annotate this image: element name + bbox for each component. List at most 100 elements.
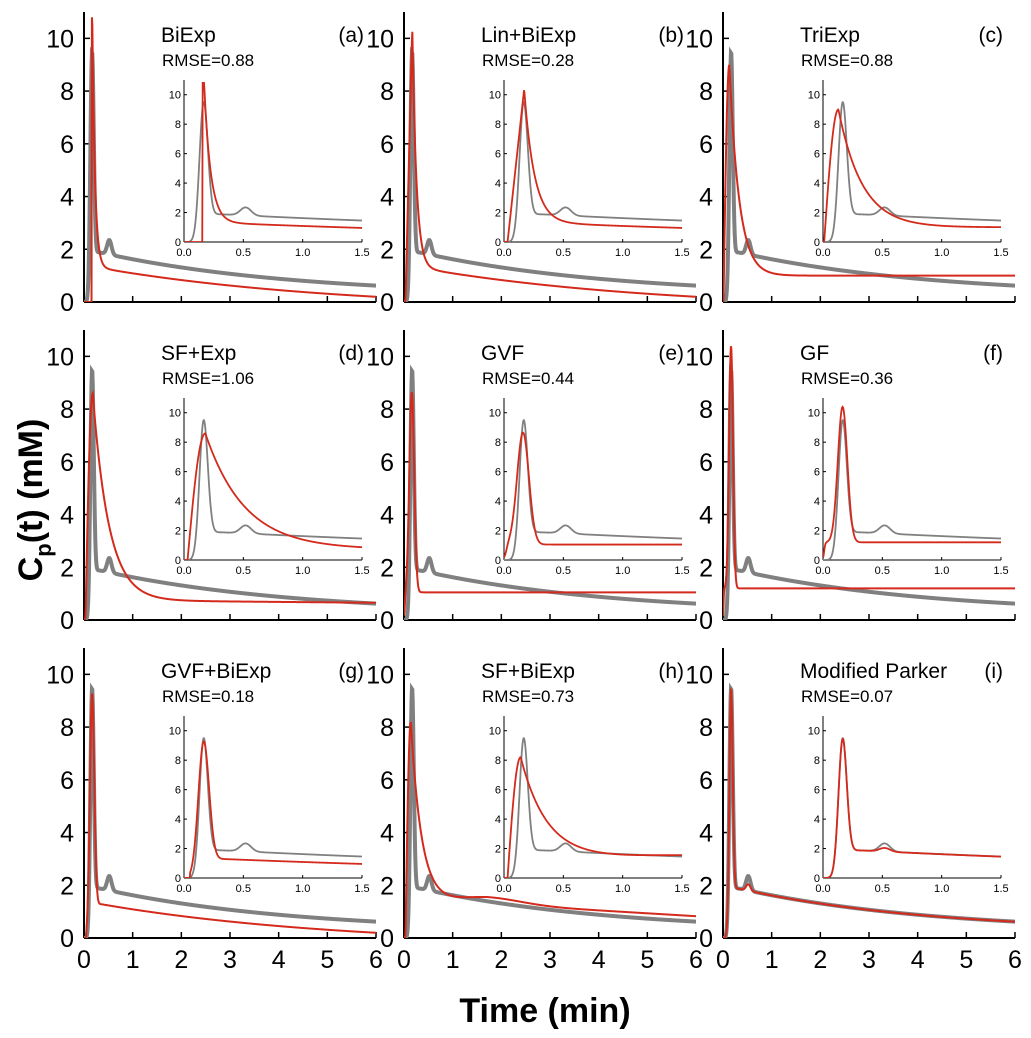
y-tick-label: 6	[380, 131, 394, 159]
inset-x-tick-label: 1.5	[354, 247, 369, 259]
panel-f: 0 2 4 6 8 10 GF RMSE=0.36 (f) 0 2 4 6 8 10 0.0 0.5 1.0 1.5	[685, 330, 1016, 635]
x-tick-label: 1	[765, 946, 779, 974]
inset-plot: 0 2 4 6 8 10 0.0 0.5 1.0 1.5	[808, 716, 1009, 895]
inset-y-tick-label: 8	[175, 755, 181, 767]
panel-a: 0 2 4 6 8 10 BiExp RMSE=0.88 (a) 0 2 4 6 8 10 0.0 0.5 1.0…	[46, 12, 377, 317]
inset-measured-line	[823, 737, 1001, 878]
x-tick-label: 5	[640, 946, 654, 974]
inset-y-tick-label: 8	[814, 119, 820, 131]
panel-title: Modified Parker	[800, 660, 947, 683]
inset-measured-line	[184, 737, 362, 878]
x-tick-label: 2	[174, 946, 188, 974]
inset-x-tick-label: 0.0	[815, 565, 830, 577]
panel-d: 0 2 4 6 8 10 SF+Exp RMSE=1.06 (d) 0 2 4 6 8 10 0.0 0.5 1.…	[46, 330, 377, 635]
y-tick-label: 2	[380, 554, 394, 582]
y-tick-label: 0	[380, 925, 394, 953]
panel-i: 0 2 4 6 8 10 0 1 2 3 4 5 6 Modified Parker RMSE=0.07 (i…	[685, 648, 1022, 974]
x-tick-label: 0	[716, 946, 730, 974]
measured-series-line	[723, 46, 1015, 302]
inset-y-tick-label: 0	[814, 237, 820, 249]
y-tick-label: 4	[699, 184, 713, 212]
panel-rmse: RMSE=0.36	[801, 369, 893, 388]
y-tick-label: 10	[685, 343, 713, 371]
inset-y-tick-label: 8	[175, 119, 181, 131]
inset-fit-line	[823, 737, 1001, 878]
panel-rmse: RMSE=0.44	[482, 369, 574, 388]
y-tick-label: 4	[380, 184, 394, 212]
inset-y-tick-label: 2	[814, 208, 820, 220]
y-tick-label: 4	[699, 502, 713, 530]
inset-y-tick-label: 6	[495, 149, 501, 161]
inset-y-tick-label: 10	[489, 90, 501, 102]
y-tick-label: 2	[380, 236, 394, 264]
y-tick-label: 0	[60, 925, 74, 953]
y-tick-label: 10	[685, 661, 713, 689]
inset-x-tick-label: 0.0	[496, 565, 511, 577]
measured-series-line	[84, 364, 376, 620]
inset-plot: 0 2 4 6 8 10 0.0 0.5 1.0 1.5	[169, 80, 370, 259]
x-tick-label: 2	[494, 946, 508, 974]
fit-series-line	[723, 64, 1015, 302]
x-tick-label: 1	[126, 946, 140, 974]
inset-x-tick-label: 1.0	[295, 883, 310, 895]
inset-y-tick-label: 10	[169, 726, 181, 738]
y-tick-label: 2	[60, 872, 74, 900]
y-tick-label: 0	[60, 289, 74, 317]
y-tick-label: 0	[60, 607, 74, 635]
inset-y-tick-label: 0	[175, 555, 181, 567]
inset-x-tick-label: 0.5	[236, 565, 251, 577]
x-tick-label: 5	[959, 946, 973, 974]
inset-y-tick-label: 2	[495, 208, 501, 220]
x-tick-label: 6	[369, 946, 383, 974]
y-tick-label: 8	[380, 714, 394, 742]
panel-letter: (i)	[984, 660, 1003, 683]
inset-plot: 0 2 4 6 8 10 0.0 0.5 1.0 1.5	[489, 398, 690, 577]
x-tick-label: 4	[592, 946, 606, 974]
panel-h: 0 2 4 6 8 10 0 1 2 3 4 5 6 SF+BiExp RMSE=0.73 (h) 0 2 4 6 8 1…	[366, 648, 703, 974]
y-tick-label: 6	[380, 767, 394, 795]
y-tick-label: 4	[380, 502, 394, 530]
y-tick-label: 2	[699, 236, 713, 264]
inset-x-tick-label: 1.5	[674, 883, 689, 895]
panel-rmse: RMSE=0.73	[482, 687, 574, 706]
panel-title: TriExp	[800, 24, 860, 47]
panel-title: SF+Exp	[161, 342, 236, 365]
y-tick-label: 10	[366, 343, 394, 371]
inset-x-tick-label: 0.5	[556, 883, 571, 895]
panel-title: SF+BiExp	[481, 660, 575, 683]
panel-title: BiExp	[161, 24, 216, 47]
panel-title: GVF+BiExp	[161, 660, 271, 683]
panel-letter: (a)	[338, 24, 364, 47]
x-tick-label: 2	[813, 946, 827, 974]
y-tick-label: 2	[60, 236, 74, 264]
y-tick-label: 8	[699, 714, 713, 742]
y-tick-label: 2	[699, 872, 713, 900]
inset-fit-line	[504, 431, 682, 558]
inset-y-tick-label: 6	[495, 467, 501, 479]
inset-y-tick-label: 6	[175, 467, 181, 479]
y-tick-label: 0	[699, 289, 713, 317]
inset-x-tick-label: 0.0	[496, 247, 511, 259]
measured-series-line	[404, 682, 696, 938]
y-tick-label: 6	[60, 131, 74, 159]
inset-y-tick-label: 4	[814, 496, 820, 508]
panel-e: 0 2 4 6 8 10 GVF RMSE=0.44 (e) 0 2 4 6 8 10 0.0 0.5 1.0 1.…	[366, 330, 697, 635]
y-tick-label: 0	[699, 925, 713, 953]
inset-y-tick-label: 4	[175, 496, 181, 508]
inset-y-tick-label: 8	[814, 755, 820, 767]
x-tick-label: 4	[911, 946, 925, 974]
inset-y-tick-label: 10	[808, 408, 820, 420]
inset-y-tick-label: 2	[175, 844, 181, 856]
y-axis-label: Cp(t) (mM)	[12, 419, 56, 582]
panel-letter: (g)	[338, 660, 364, 683]
inset-y-tick-label: 0	[814, 873, 820, 885]
y-tick-label: 8	[60, 396, 74, 424]
inset-y-tick-label: 10	[489, 726, 501, 738]
inset-y-tick-label: 10	[169, 90, 181, 102]
panel-rmse: RMSE=1.06	[162, 369, 254, 388]
inset-x-tick-label: 0.0	[496, 883, 511, 895]
panel-letter: (e)	[658, 342, 684, 365]
panel-letter: (d)	[338, 342, 364, 365]
panel-rmse: RMSE=0.07	[801, 687, 893, 706]
